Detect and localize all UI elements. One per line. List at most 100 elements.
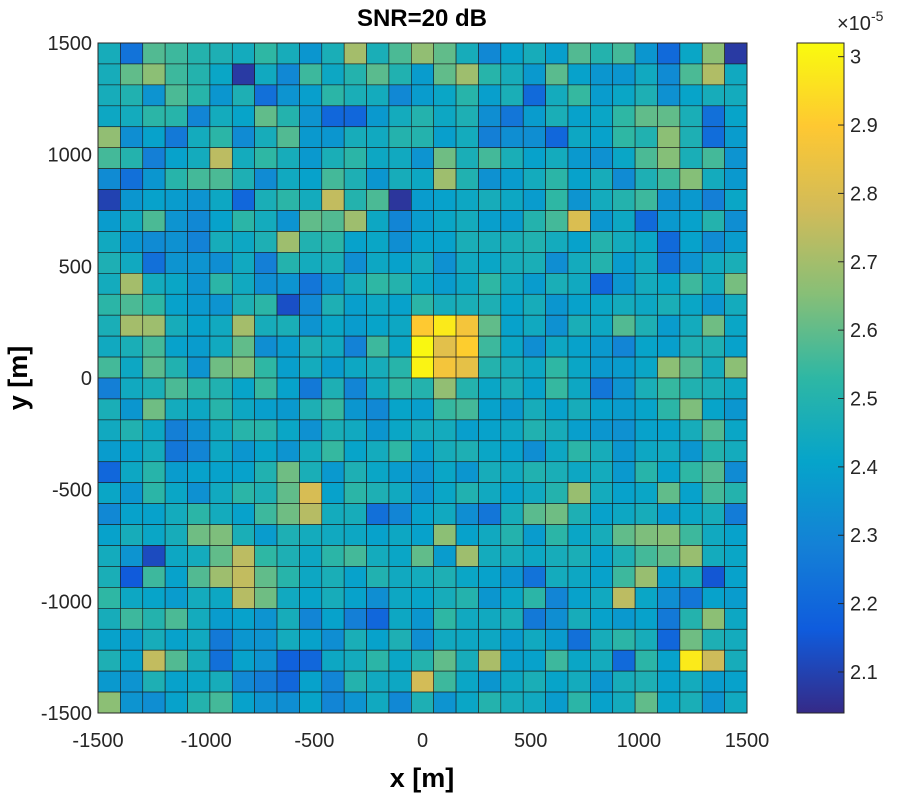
heatmap-cell: [164, 566, 188, 588]
heatmap-cell: [724, 377, 748, 400]
heatmap-cell: [478, 398, 502, 421]
heatmap-cell: [254, 105, 278, 128]
heatmap-cell: [254, 628, 278, 651]
heatmap-cell: [679, 105, 703, 128]
heatmap-cell: [97, 63, 121, 86]
heatmap-cell: [388, 482, 412, 504]
heatmap-cell: [209, 608, 233, 630]
heatmap-cell: [522, 105, 546, 128]
heatmap-cell: [388, 377, 412, 400]
heatmap-cell: [187, 691, 211, 714]
heatmap-cell: [231, 649, 255, 672]
heatmap-cell: [276, 628, 300, 651]
heatmap-cell: [455, 168, 479, 190]
heatmap-cell: [343, 105, 367, 128]
heatmap-cell: [299, 314, 323, 337]
heatmap-cell: [679, 147, 703, 169]
heatmap-cell: [276, 335, 300, 358]
heatmap-cell: [276, 273, 300, 295]
heatmap-cell: [500, 566, 524, 588]
heatmap-cell: [724, 231, 748, 253]
heatmap-cell: [433, 314, 457, 337]
heatmap-cell: [187, 84, 211, 107]
heatmap-cell: [164, 419, 188, 442]
heatmap-cell: [522, 293, 546, 316]
heatmap-cell: [231, 482, 255, 504]
heatmap-cell: [142, 168, 166, 190]
heatmap-cell: [634, 189, 658, 211]
heatmap-cell: [522, 377, 546, 400]
heatmap-cell: [679, 273, 703, 295]
heatmap-cell: [500, 482, 524, 504]
heatmap-cell: [590, 63, 614, 86]
heatmap-cell: [657, 461, 681, 483]
heatmap-cell: [321, 503, 345, 525]
heatmap-cell: [299, 461, 323, 483]
heatmap-cell: [455, 356, 479, 379]
heatmap-cell: [567, 293, 591, 316]
heatmap-cell: [276, 691, 300, 714]
heatmap-cell: [433, 252, 457, 274]
heatmap-cell: [276, 524, 300, 546]
heatmap-cell: [343, 293, 367, 316]
heatmap-cell: [209, 252, 233, 274]
heatmap-cell: [142, 545, 166, 567]
heatmap-cell: [388, 461, 412, 483]
heatmap-cell: [657, 105, 681, 128]
heatmap-cell: [164, 273, 188, 295]
heatmap-cell: [724, 649, 748, 672]
heatmap-cell: [164, 84, 188, 107]
heatmap-cell: [388, 691, 412, 714]
heatmap-cell: [299, 670, 323, 693]
y-tick-label: 1000: [48, 145, 93, 167]
heatmap-cell: [366, 649, 390, 672]
heatmap-cell: [343, 335, 367, 358]
heatmap-cell: [164, 105, 188, 128]
heatmap-cell: [231, 356, 255, 379]
heatmap-cell: [657, 335, 681, 358]
heatmap-cell: [388, 293, 412, 316]
heatmap-cell: [522, 503, 546, 525]
heatmap-cell: [657, 84, 681, 107]
heatmap-cell: [388, 649, 412, 672]
heatmap-cell: [455, 189, 479, 211]
heatmap-cell: [209, 398, 233, 421]
heatmap-cell: [388, 42, 412, 65]
heatmap-cell: [411, 314, 434, 337]
heatmap-cell: [478, 691, 502, 714]
heatmap-cell: [657, 231, 681, 253]
x-tick-label: 1500: [725, 730, 770, 752]
heatmap-cell: [120, 649, 144, 672]
plot-frame: [97, 42, 748, 714]
heatmap-cell: [567, 210, 591, 232]
y-tick-label: 500: [59, 256, 92, 278]
heatmap-cell: [187, 126, 211, 148]
heatmap-cell: [455, 210, 479, 232]
heatmap-cell: [343, 231, 367, 253]
heatmap-cell: [231, 314, 255, 337]
y-tick-label: -1500: [41, 703, 92, 725]
heatmap-cell: [120, 524, 144, 546]
x-tick-label: 500: [514, 730, 547, 752]
chart-title: SNR=20 dB: [357, 5, 487, 32]
heatmap-cell: [276, 252, 300, 274]
heatmap-cell: [299, 84, 323, 107]
heatmap-cell: [97, 356, 121, 379]
heatmap-cell: [299, 524, 323, 546]
heatmap-cell: [478, 252, 502, 274]
heatmap-cell: [299, 691, 323, 714]
heatmap-cell: [567, 356, 591, 379]
colorbar-tick-label: 2.9: [850, 115, 878, 137]
heatmap-cells: [97, 42, 748, 714]
x-axis-ticks: -1500 -1000 -500 0 500 1000 1500: [72, 730, 769, 752]
heatmap-cell: [254, 524, 278, 546]
heatmap-cell: [366, 293, 390, 316]
heatmap-cell: [634, 440, 658, 463]
heatmap-cell: [299, 231, 323, 253]
heatmap-cell: [321, 461, 345, 483]
heatmap-cell: [478, 210, 502, 232]
heatmap-cell: [433, 105, 457, 128]
heatmap-cell: [276, 670, 300, 693]
heatmap-cell: [679, 231, 703, 253]
